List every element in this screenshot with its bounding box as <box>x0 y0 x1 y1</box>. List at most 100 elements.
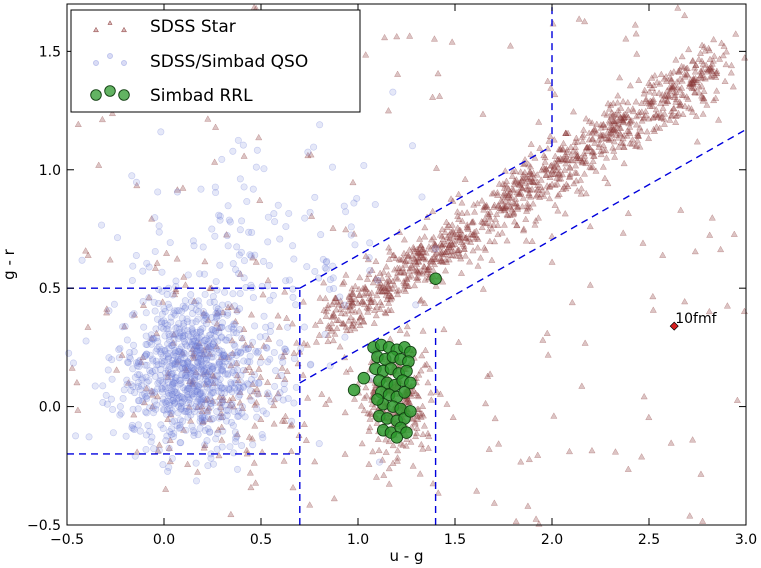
qso-point <box>196 328 204 336</box>
star-point <box>447 228 455 235</box>
qso-point <box>202 314 210 322</box>
qso-point <box>371 201 379 209</box>
star-point <box>130 410 138 418</box>
qso-point <box>260 312 268 320</box>
star-point <box>464 223 472 230</box>
star-point <box>664 92 672 100</box>
star-point <box>208 371 217 379</box>
star-point <box>479 110 487 117</box>
qso-point <box>156 347 164 355</box>
star-point <box>445 241 453 249</box>
qso-point <box>142 340 150 348</box>
legend-marker-triangle <box>93 20 127 33</box>
star-point <box>394 290 402 298</box>
qso-point <box>230 321 238 329</box>
star-point <box>686 512 694 519</box>
star-point <box>444 237 453 244</box>
star-point <box>578 382 586 389</box>
star-point <box>329 310 337 317</box>
star-point <box>524 502 532 509</box>
qso-point <box>200 414 208 422</box>
qso-point <box>205 338 213 346</box>
star-point <box>229 394 237 401</box>
qso-point <box>249 185 257 193</box>
star-point <box>402 256 410 264</box>
qso-point <box>183 366 191 374</box>
star-point <box>524 204 532 212</box>
star-point <box>316 294 324 301</box>
star-point <box>672 88 680 95</box>
qso-point <box>255 379 263 387</box>
qso-point <box>218 155 226 163</box>
star-point <box>361 283 369 290</box>
qso-point <box>223 411 231 419</box>
star-point <box>383 278 391 285</box>
y-tick-label: 0.5 <box>39 281 61 297</box>
qso-point <box>236 305 244 313</box>
star-point <box>251 422 259 429</box>
qso-point <box>218 394 226 402</box>
qso-point <box>214 307 222 315</box>
star-point <box>625 127 633 135</box>
qso-point <box>180 326 188 334</box>
qso-point <box>219 362 227 370</box>
qso-point <box>166 399 174 407</box>
star-point <box>519 170 527 178</box>
star-point <box>582 157 590 164</box>
star-point <box>118 351 126 358</box>
star-point <box>382 262 390 270</box>
star-point <box>700 94 708 102</box>
star-point <box>448 240 456 247</box>
star-point <box>597 132 605 139</box>
star-point <box>445 243 453 251</box>
qso-point <box>131 373 139 381</box>
star-point <box>576 176 585 183</box>
qso-point <box>204 425 212 433</box>
qso-point <box>198 419 206 427</box>
qso-point <box>195 382 203 390</box>
qso-point <box>217 323 225 331</box>
star-point <box>652 111 660 118</box>
qso-point <box>218 384 226 392</box>
qso-point <box>258 431 266 439</box>
qso-point <box>221 389 229 397</box>
star-point <box>74 120 82 127</box>
star-point <box>389 459 397 466</box>
star-point <box>422 249 430 256</box>
qso-point <box>154 385 162 393</box>
star-point <box>603 111 611 118</box>
qso-point <box>216 261 224 269</box>
star-point <box>523 207 531 214</box>
star-point <box>628 117 636 124</box>
star-point <box>494 191 502 198</box>
star-point <box>672 56 680 63</box>
qso-point <box>253 349 261 357</box>
star-point <box>672 112 680 119</box>
star-point <box>439 240 447 247</box>
star-point <box>706 73 714 80</box>
star-point <box>689 76 697 83</box>
star-point <box>419 267 427 274</box>
qso-point <box>157 323 165 331</box>
qso-point <box>207 346 215 354</box>
qso-point <box>366 239 374 247</box>
qso-point <box>103 400 111 408</box>
star-point <box>678 52 686 60</box>
star-point <box>683 93 691 100</box>
star-point <box>611 448 620 455</box>
star-point <box>657 70 665 78</box>
qso-point <box>182 374 190 382</box>
star-point <box>658 91 666 98</box>
star-point <box>204 343 212 350</box>
star-point <box>480 206 488 213</box>
star-point <box>356 273 364 281</box>
qso-point <box>190 429 198 437</box>
qso-point <box>409 142 417 150</box>
qso-point <box>228 400 236 408</box>
qso-point <box>204 345 212 353</box>
star-point <box>479 285 487 292</box>
qso-point <box>152 401 160 409</box>
star-point <box>638 117 646 124</box>
star-point <box>692 112 700 119</box>
star-point <box>571 143 579 150</box>
